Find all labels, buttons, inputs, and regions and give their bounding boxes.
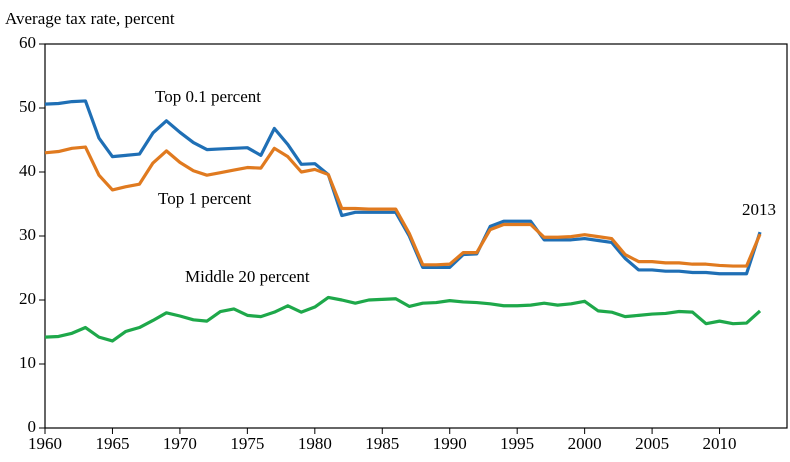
x-tick-label: 1980 xyxy=(298,434,332,453)
y-tick-label: 0 xyxy=(28,417,37,436)
line-series xyxy=(44,295,762,343)
annotation: Top 1 percent xyxy=(158,189,251,208)
y-tick-label: 20 xyxy=(19,289,36,308)
annotation: Middle 20 percent xyxy=(185,267,310,286)
x-tick-label: 2010 xyxy=(703,434,737,453)
y-tick-label: 10 xyxy=(19,353,36,372)
annotation: 2013 xyxy=(742,200,776,219)
x-tick-label: 1985 xyxy=(365,434,399,453)
line-series xyxy=(44,99,762,276)
x-tick-label: 1995 xyxy=(500,434,534,453)
annotation: Top 0.1 percent xyxy=(155,87,261,106)
y-tick-label: 40 xyxy=(19,161,36,180)
y-tick-label: 60 xyxy=(19,33,36,52)
x-tick-label: 1965 xyxy=(95,434,129,453)
y-tick-label: 50 xyxy=(19,97,36,116)
x-tick-label: 2005 xyxy=(635,434,669,453)
line-series xyxy=(44,145,762,268)
x-tick-label: 1990 xyxy=(433,434,467,453)
x-tick-label: 2000 xyxy=(568,434,602,453)
y-axis-label: Average tax rate, percent xyxy=(5,9,175,28)
x-tick-label: 1975 xyxy=(230,434,264,453)
x-tick-label: 1960 xyxy=(28,434,62,453)
y-tick-label: 30 xyxy=(19,225,36,244)
x-tick-label: 1970 xyxy=(163,434,197,453)
